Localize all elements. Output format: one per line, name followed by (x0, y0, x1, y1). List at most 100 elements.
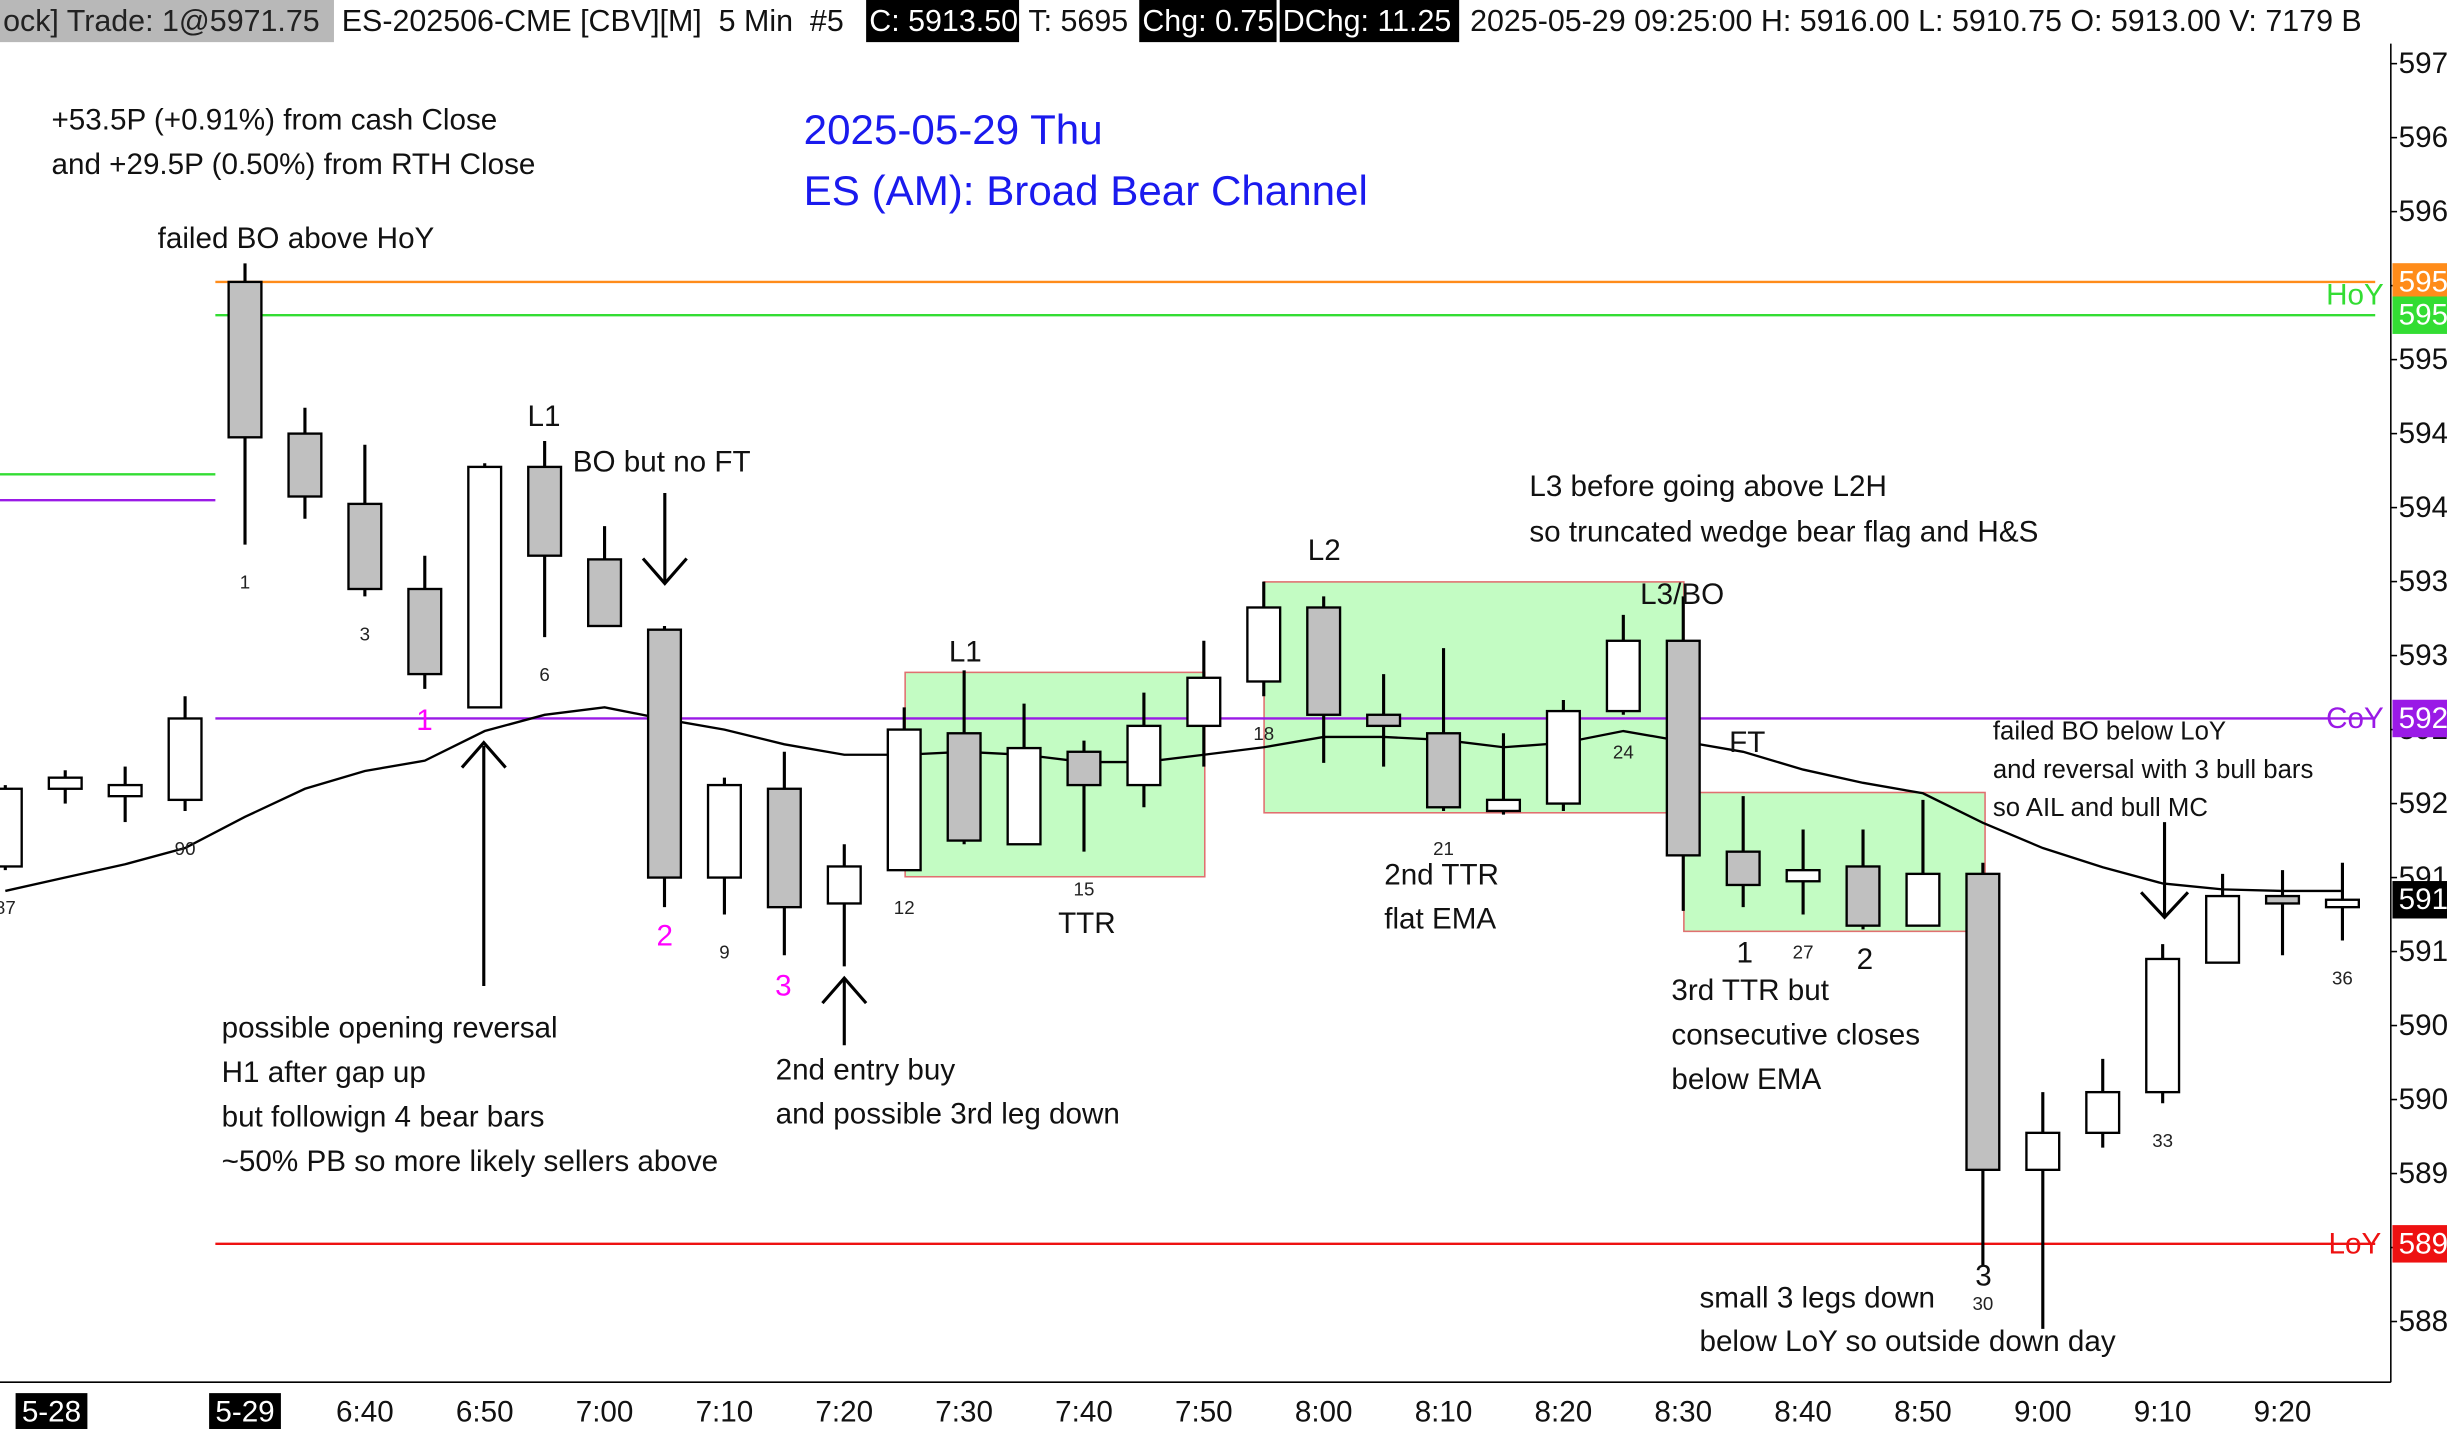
x-tick-label: 7:30 (935, 1395, 993, 1428)
bar-number: 33 (2152, 1130, 2173, 1151)
chart-title: 2025-05-29 Thu (804, 106, 1103, 153)
x-label-box (209, 1393, 281, 1429)
x-tick-label: 8:50 (1894, 1395, 1952, 1428)
candle-body (1126, 724, 1162, 787)
annotation: 3 (1975, 1260, 1991, 1293)
candle-body (2264, 894, 2301, 905)
level-name: LoY (2329, 1227, 2382, 1260)
annotation: 3 (775, 969, 791, 1002)
annotation: L1 (527, 400, 560, 433)
header-text: DChg: 11.25 (1283, 4, 1451, 38)
annotation: L1 (949, 636, 982, 669)
candle-body (2085, 1090, 2121, 1135)
header-text: ES-202506-CME [CBV][M] 5 Min #5 (342, 4, 844, 38)
x-tick-label: 7:40 (1055, 1395, 1113, 1428)
annotation: L3 before going above L2H (1529, 470, 1886, 503)
candle-body (1425, 732, 1462, 809)
annotations: 2025-05-29 Thu ES (AM): Broad Bear Chann… (51, 104, 2383, 1359)
header-text: T: 5695 (1028, 4, 1128, 38)
header-box (1279, 0, 1460, 43)
annotation: 2 (1857, 943, 1873, 976)
candle-body (0, 787, 23, 868)
price-box-label: 5953 (2399, 299, 2447, 332)
annotation: so AIL and bull MC (1993, 794, 2208, 822)
price-box (2392, 881, 2447, 919)
y-tick-label: 5930 (2399, 639, 2447, 672)
x-tick-label: 9:10 (2134, 1395, 2192, 1428)
y-tick-label: 5960 (2399, 195, 2447, 228)
candle-body (946, 732, 982, 842)
candle-body (1725, 850, 1761, 887)
annotation: small 3 legs down (1699, 1281, 1935, 1314)
candle-body (347, 502, 383, 591)
candle-body (1905, 872, 1941, 927)
x-tick-label: 5-28 (22, 1395, 81, 1428)
bar-number: 9 (719, 942, 729, 963)
annotation: 3rd TTR but (1671, 974, 1829, 1007)
axes (0, 43, 2398, 1383)
x-tick-label: 9:00 (2014, 1395, 2072, 1428)
bar-number: 24 (1613, 742, 1634, 763)
candle-body (826, 865, 862, 905)
x-tick-label: 8:10 (1415, 1395, 1473, 1428)
bar-number: 18 (1253, 723, 1274, 744)
arrows (460, 492, 2190, 1046)
header: ock] Trade: 1@5971.75 ES-202506-CME [CBV]… (0, 0, 2391, 43)
candle-body (407, 587, 443, 676)
candle-body (527, 465, 563, 557)
candle-body (1545, 709, 1581, 805)
candle-body (886, 728, 922, 872)
ema-layer (5, 706, 2343, 893)
candle-body (1246, 606, 1282, 683)
annotation: failed BO above HoY (158, 222, 435, 255)
candle-body (227, 280, 263, 439)
annotation: consecutive closes (1671, 1019, 1920, 1052)
annotation: 2nd TTR (1384, 859, 1499, 892)
bar-number: 6 (539, 664, 549, 685)
x-tick-label: 7:10 (696, 1395, 754, 1428)
x-tick-label: 6:40 (336, 1395, 394, 1428)
header-text: ock] Trade: 1@5971.75 (3, 4, 320, 38)
candle-body (587, 558, 623, 628)
x-tick-label: 6:50 (456, 1395, 514, 1428)
annotation: flat EMA (1384, 902, 1496, 935)
x-tick-label: 5-29 (215, 1395, 274, 1428)
candle-body (2205, 894, 2241, 964)
x-tick-label: 8:00 (1295, 1395, 1353, 1428)
annotation: and reversal with 3 bull bars (1993, 756, 2313, 784)
price-box (2392, 1225, 2447, 1263)
x-tick-label: 8:20 (1535, 1395, 1593, 1428)
candle-body (1605, 639, 1641, 713)
annotation: BO but no FT (573, 445, 751, 478)
annotation: 1 (1736, 937, 1752, 970)
candle-body (2025, 1131, 2061, 1172)
candle-body (766, 787, 802, 909)
annotation: possible opening reversal (222, 1012, 558, 1045)
arrow-head (2139, 891, 2190, 920)
chart-subtitle: ES (AM): Broad Bear Channel (804, 167, 1368, 214)
level-name: HoY (2326, 278, 2384, 311)
annotation: FT (1729, 726, 1765, 759)
header-box (0, 0, 334, 43)
price-box (2392, 296, 2447, 334)
candle-body (47, 776, 83, 790)
arrow-head (460, 740, 507, 769)
x-label-box (15, 1393, 88, 1429)
header-text: Chg: 0.75 (1142, 4, 1274, 38)
price-box (2392, 263, 2447, 301)
level-name: CoY (2326, 702, 2384, 735)
annotation: +53.5P (+0.91%) from cash Close (51, 104, 497, 137)
candle-body (1066, 750, 1102, 787)
bar-number: 27 (1793, 942, 1814, 963)
annotation: and possible 3rd leg down (776, 1097, 1120, 1130)
candle-body (1006, 746, 1042, 846)
bar-number: 90 (175, 838, 196, 859)
candle-body (1845, 865, 1881, 927)
annotation: L2 (1308, 534, 1341, 567)
x-tick-label: 8:30 (1654, 1395, 1712, 1428)
annotation: H1 after gap up (222, 1056, 426, 1089)
y-axis-labels: 5885589058955900590559105915592059255930… (2392, 47, 2447, 1338)
bar-number: 21 (1433, 838, 1454, 859)
